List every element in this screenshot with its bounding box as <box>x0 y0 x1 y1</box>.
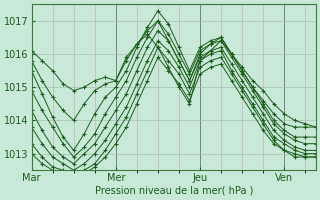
X-axis label: Pression niveau de la mer( hPa ): Pression niveau de la mer( hPa ) <box>94 186 253 196</box>
